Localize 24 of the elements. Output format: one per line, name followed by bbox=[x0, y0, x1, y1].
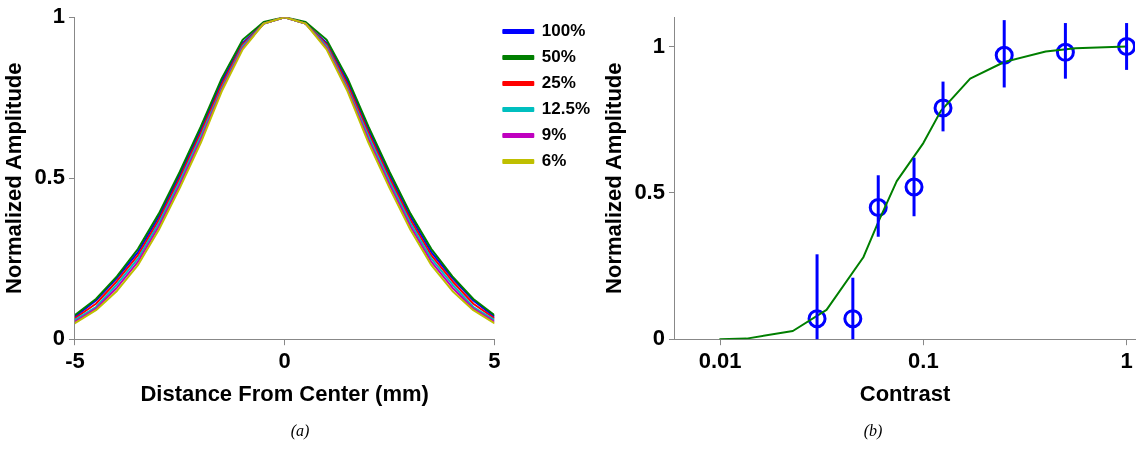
y-tick-label: 0.5 bbox=[34, 164, 65, 190]
legend-label: 9% bbox=[541, 125, 567, 145]
legend-label: 25% bbox=[541, 73, 576, 93]
legend-label: 100% bbox=[541, 21, 586, 41]
x-tick-label: -5 bbox=[65, 348, 85, 374]
y-axis-title: Normalized Amplitude bbox=[601, 62, 627, 294]
legend-label: 6% bbox=[541, 151, 567, 171]
y-tick-label: 0 bbox=[52, 325, 65, 351]
legend-label: 50% bbox=[541, 47, 576, 67]
x-tick-label: 1 bbox=[1120, 348, 1133, 374]
x-tick-label: 0 bbox=[278, 348, 291, 374]
text: (a) bbox=[289, 422, 311, 440]
y-tick-label: 0.5 bbox=[634, 178, 665, 204]
y-tick-label: 0 bbox=[652, 325, 665, 351]
x-tick-label: 5 bbox=[488, 348, 501, 374]
x-axis-title: Distance From Center (mm) bbox=[140, 380, 429, 406]
x-tick-label: 0.1 bbox=[908, 348, 939, 374]
y-axis-title: Normalized Amplitude bbox=[1, 62, 27, 294]
y-tick-label: 1 bbox=[652, 32, 665, 58]
text: (b) bbox=[862, 422, 884, 440]
x-axis-title: Contrast bbox=[859, 380, 951, 406]
legend-label: 12.5% bbox=[541, 99, 590, 119]
y-tick-label: 1 bbox=[52, 3, 65, 29]
x-tick-label: 0.01 bbox=[698, 348, 742, 374]
